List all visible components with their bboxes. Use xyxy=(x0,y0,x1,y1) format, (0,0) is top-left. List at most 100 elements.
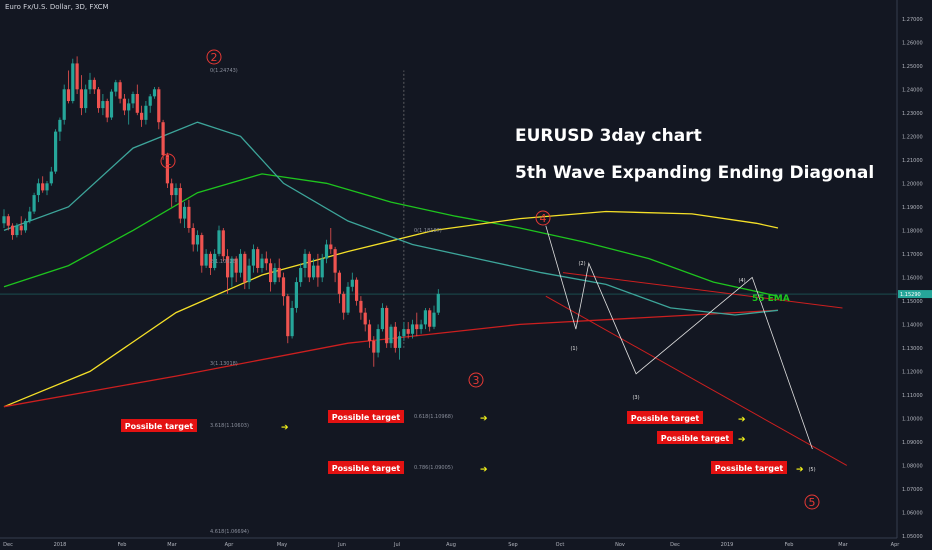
candle-body xyxy=(97,89,101,109)
candle-body xyxy=(385,307,389,344)
wave-circle xyxy=(160,153,176,169)
candle-body xyxy=(359,300,363,313)
target-arrow-icon: ➔ xyxy=(281,423,289,433)
target-arrow-icon: ➔ xyxy=(480,414,488,424)
candle-body xyxy=(264,258,268,264)
candle-body xyxy=(58,119,62,132)
candle-body xyxy=(178,188,182,219)
moving-average-line xyxy=(3,121,779,316)
candle-body xyxy=(148,96,152,106)
price-tick-label: 1.05000 xyxy=(902,534,923,540)
candle-body xyxy=(84,89,88,109)
candle-body xyxy=(281,277,286,297)
moving-average-line xyxy=(3,173,779,297)
candle-body xyxy=(221,230,225,257)
candle-body xyxy=(165,155,169,184)
candle-body xyxy=(286,296,290,337)
candle-body xyxy=(105,101,109,118)
candle-body xyxy=(294,282,298,308)
candle-body xyxy=(290,307,294,337)
minor-wave-label: (2) xyxy=(578,261,585,267)
price-tick-label: 1.26000 xyxy=(902,40,923,46)
price-tick-label: 1.12000 xyxy=(902,369,923,375)
possible-target-box xyxy=(328,461,404,474)
candle-body xyxy=(127,103,131,111)
time-tick-label: Oct xyxy=(556,542,565,548)
candle-body xyxy=(333,249,337,273)
candle-body xyxy=(355,279,359,301)
wave-circle xyxy=(535,210,551,226)
candle-body xyxy=(6,216,10,226)
target-arrow-icon: ➔ xyxy=(738,415,746,425)
candle-body xyxy=(208,253,212,268)
candle-body xyxy=(217,230,221,254)
time-tick-label: Mar xyxy=(838,542,848,548)
candle-body xyxy=(101,101,105,109)
candle-body xyxy=(393,326,397,348)
candle-body xyxy=(195,235,200,245)
possible-target-box xyxy=(328,410,404,423)
candle-body xyxy=(71,63,75,102)
candle-body xyxy=(36,183,40,196)
target-arrow-icon: ➔ xyxy=(480,465,488,475)
candle-body xyxy=(337,272,341,294)
ema-label: 55 EMA xyxy=(752,294,790,304)
candle-body xyxy=(367,324,372,341)
candle-body xyxy=(226,256,230,278)
possible-target-label: Possible target xyxy=(125,422,194,431)
candle-body xyxy=(299,267,303,283)
wave-path xyxy=(545,225,813,450)
possible-target-label: Possible target xyxy=(332,413,401,422)
possible-target-label: Possible target xyxy=(631,414,700,423)
candle-body xyxy=(122,98,126,111)
time-tick-label: Nov xyxy=(615,542,625,548)
candle-body xyxy=(277,267,281,278)
price-tick-label: 1.09000 xyxy=(902,440,923,446)
chart-title-line1: EURUSD 3day chart xyxy=(515,126,702,146)
price-tick-label: 1.10000 xyxy=(902,416,923,422)
time-tick-label: Apr xyxy=(225,542,235,548)
candle-body xyxy=(238,253,243,273)
candle-body xyxy=(11,225,15,236)
price-tick-label: 1.07000 xyxy=(902,487,923,493)
minor-wave-label: (3) xyxy=(632,395,639,401)
price-tick-label: 1.14000 xyxy=(902,322,923,328)
moving-average-line xyxy=(3,309,779,408)
candle-body xyxy=(75,63,79,90)
candle-body xyxy=(183,206,187,219)
candle-body xyxy=(251,249,255,266)
candle-body xyxy=(140,112,144,120)
price-tick-label: 1.21000 xyxy=(902,158,923,164)
time-tick-label: Feb xyxy=(118,542,127,548)
candle-body xyxy=(256,249,260,268)
price-tick-label: 1.15000 xyxy=(902,299,923,305)
last-price-badge xyxy=(898,290,932,299)
candle-body xyxy=(389,326,393,344)
possible-target-label: Possible target xyxy=(332,464,401,473)
candle-body xyxy=(2,216,6,224)
candle-body xyxy=(372,340,376,353)
candle-body xyxy=(419,324,423,330)
time-tick-label: Aug xyxy=(446,542,456,548)
candle-body xyxy=(62,89,66,120)
possible-target-box xyxy=(627,411,703,424)
wave-circle xyxy=(206,49,222,65)
fib-level-label: 0.618(1.10968) xyxy=(414,414,453,420)
candle-body xyxy=(161,122,165,156)
candle-body xyxy=(423,310,427,325)
candle-body xyxy=(41,183,45,191)
candle-body xyxy=(79,89,83,109)
chart-title-line2: 5th Wave Expanding Ending Diagonal xyxy=(515,163,875,183)
fib-level-label: 0(1.24743) xyxy=(210,68,238,74)
candle-body xyxy=(398,336,402,348)
time-tick-label: Feb xyxy=(785,542,794,548)
candle-body xyxy=(342,293,346,313)
candle-body xyxy=(144,105,148,120)
candle-body xyxy=(66,89,71,102)
candle-body xyxy=(187,206,191,229)
upper-trendline xyxy=(562,272,843,309)
candle-body xyxy=(49,171,53,184)
price-tick-label: 1.25000 xyxy=(902,64,923,70)
candle-body xyxy=(131,93,135,104)
